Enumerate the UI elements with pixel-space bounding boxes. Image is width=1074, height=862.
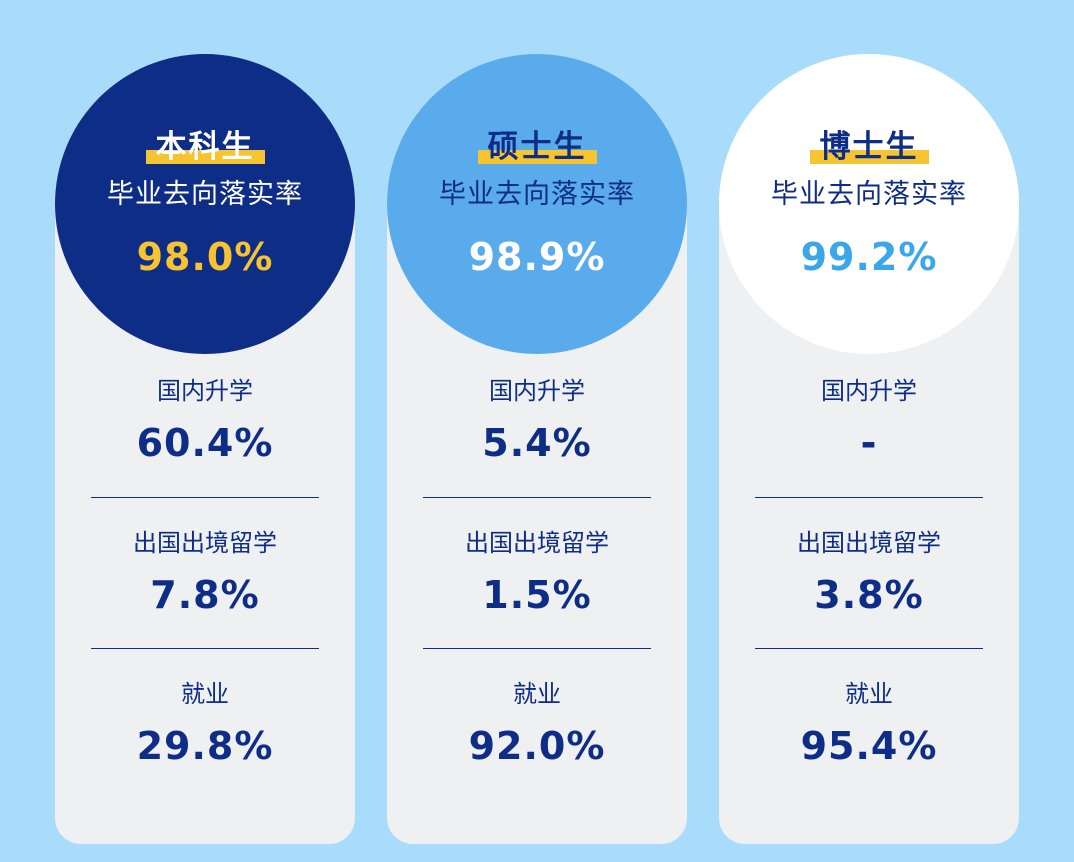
- stat-employment: 就业 92.0%: [423, 679, 651, 769]
- undergraduate-card: 本科生 毕业去向落实率 98.0% 国内升学 60.4% 出国出境留学 7.8%…: [55, 54, 355, 844]
- card-title: 本科生: [145, 128, 265, 166]
- masters-card: 硕士生 毕业去向落实率 98.9% 国内升学 5.4% 出国出境留学 1.5% …: [387, 54, 687, 844]
- stat-label: 出国出境留学: [465, 529, 609, 557]
- stat-value: 60.4%: [136, 421, 274, 465]
- card-subtitle: 毕业去向落实率: [771, 179, 967, 210]
- stat-label: 出国出境留学: [797, 529, 941, 557]
- stat-employment: 就业 29.8%: [91, 679, 319, 769]
- card-title: 博士生: [809, 128, 929, 166]
- card-subtitle: 毕业去向落实率: [107, 179, 303, 210]
- stat-domestic-study: 国内升学 -: [755, 376, 983, 466]
- divider: [423, 497, 651, 498]
- stat-label: 国内升学: [489, 377, 585, 405]
- stat-domestic-study: 国内升学 5.4%: [423, 376, 651, 466]
- stat-study-abroad: 出国出境留学 3.8%: [755, 528, 983, 618]
- divider: [755, 497, 983, 498]
- stat-value: 95.4%: [800, 724, 938, 768]
- divider: [423, 648, 651, 649]
- placement-rate: 98.0%: [136, 235, 274, 279]
- stat-value: 3.8%: [814, 573, 924, 617]
- doctoral-card: 博士生 毕业去向落实率 99.2% 国内升学 - 出国出境留学 3.8% 就业 …: [719, 54, 1019, 844]
- stat-employment: 就业 95.4%: [755, 679, 983, 769]
- placement-rate: 98.9%: [468, 235, 606, 279]
- stat-label: 就业: [181, 680, 229, 708]
- divider: [91, 497, 319, 498]
- stat-label: 国内升学: [157, 377, 253, 405]
- stat-study-abroad: 出国出境留学 7.8%: [91, 528, 319, 618]
- stat-label: 就业: [513, 680, 561, 708]
- card-subtitle: 毕业去向落实率: [439, 179, 635, 210]
- divider: [755, 648, 983, 649]
- undergraduate-header-circle: [55, 54, 355, 354]
- stat-label: 就业: [845, 680, 893, 708]
- masters-header-circle: [387, 54, 687, 354]
- stat-value: 5.4%: [482, 421, 592, 465]
- stat-value: -: [860, 421, 878, 465]
- placement-rate: 99.2%: [800, 235, 938, 279]
- stat-label: 国内升学: [821, 377, 917, 405]
- doctoral-header-circle: [719, 54, 1019, 354]
- divider: [91, 648, 319, 649]
- stat-domestic-study: 国内升学 60.4%: [91, 376, 319, 466]
- stat-value: 1.5%: [482, 573, 592, 617]
- stat-value: 7.8%: [150, 573, 260, 617]
- stat-study-abroad: 出国出境留学 1.5%: [423, 528, 651, 618]
- stat-value: 29.8%: [136, 724, 274, 768]
- stat-value: 92.0%: [468, 724, 606, 768]
- stat-label: 出国出境留学: [133, 529, 277, 557]
- card-title: 硕士生: [477, 128, 597, 166]
